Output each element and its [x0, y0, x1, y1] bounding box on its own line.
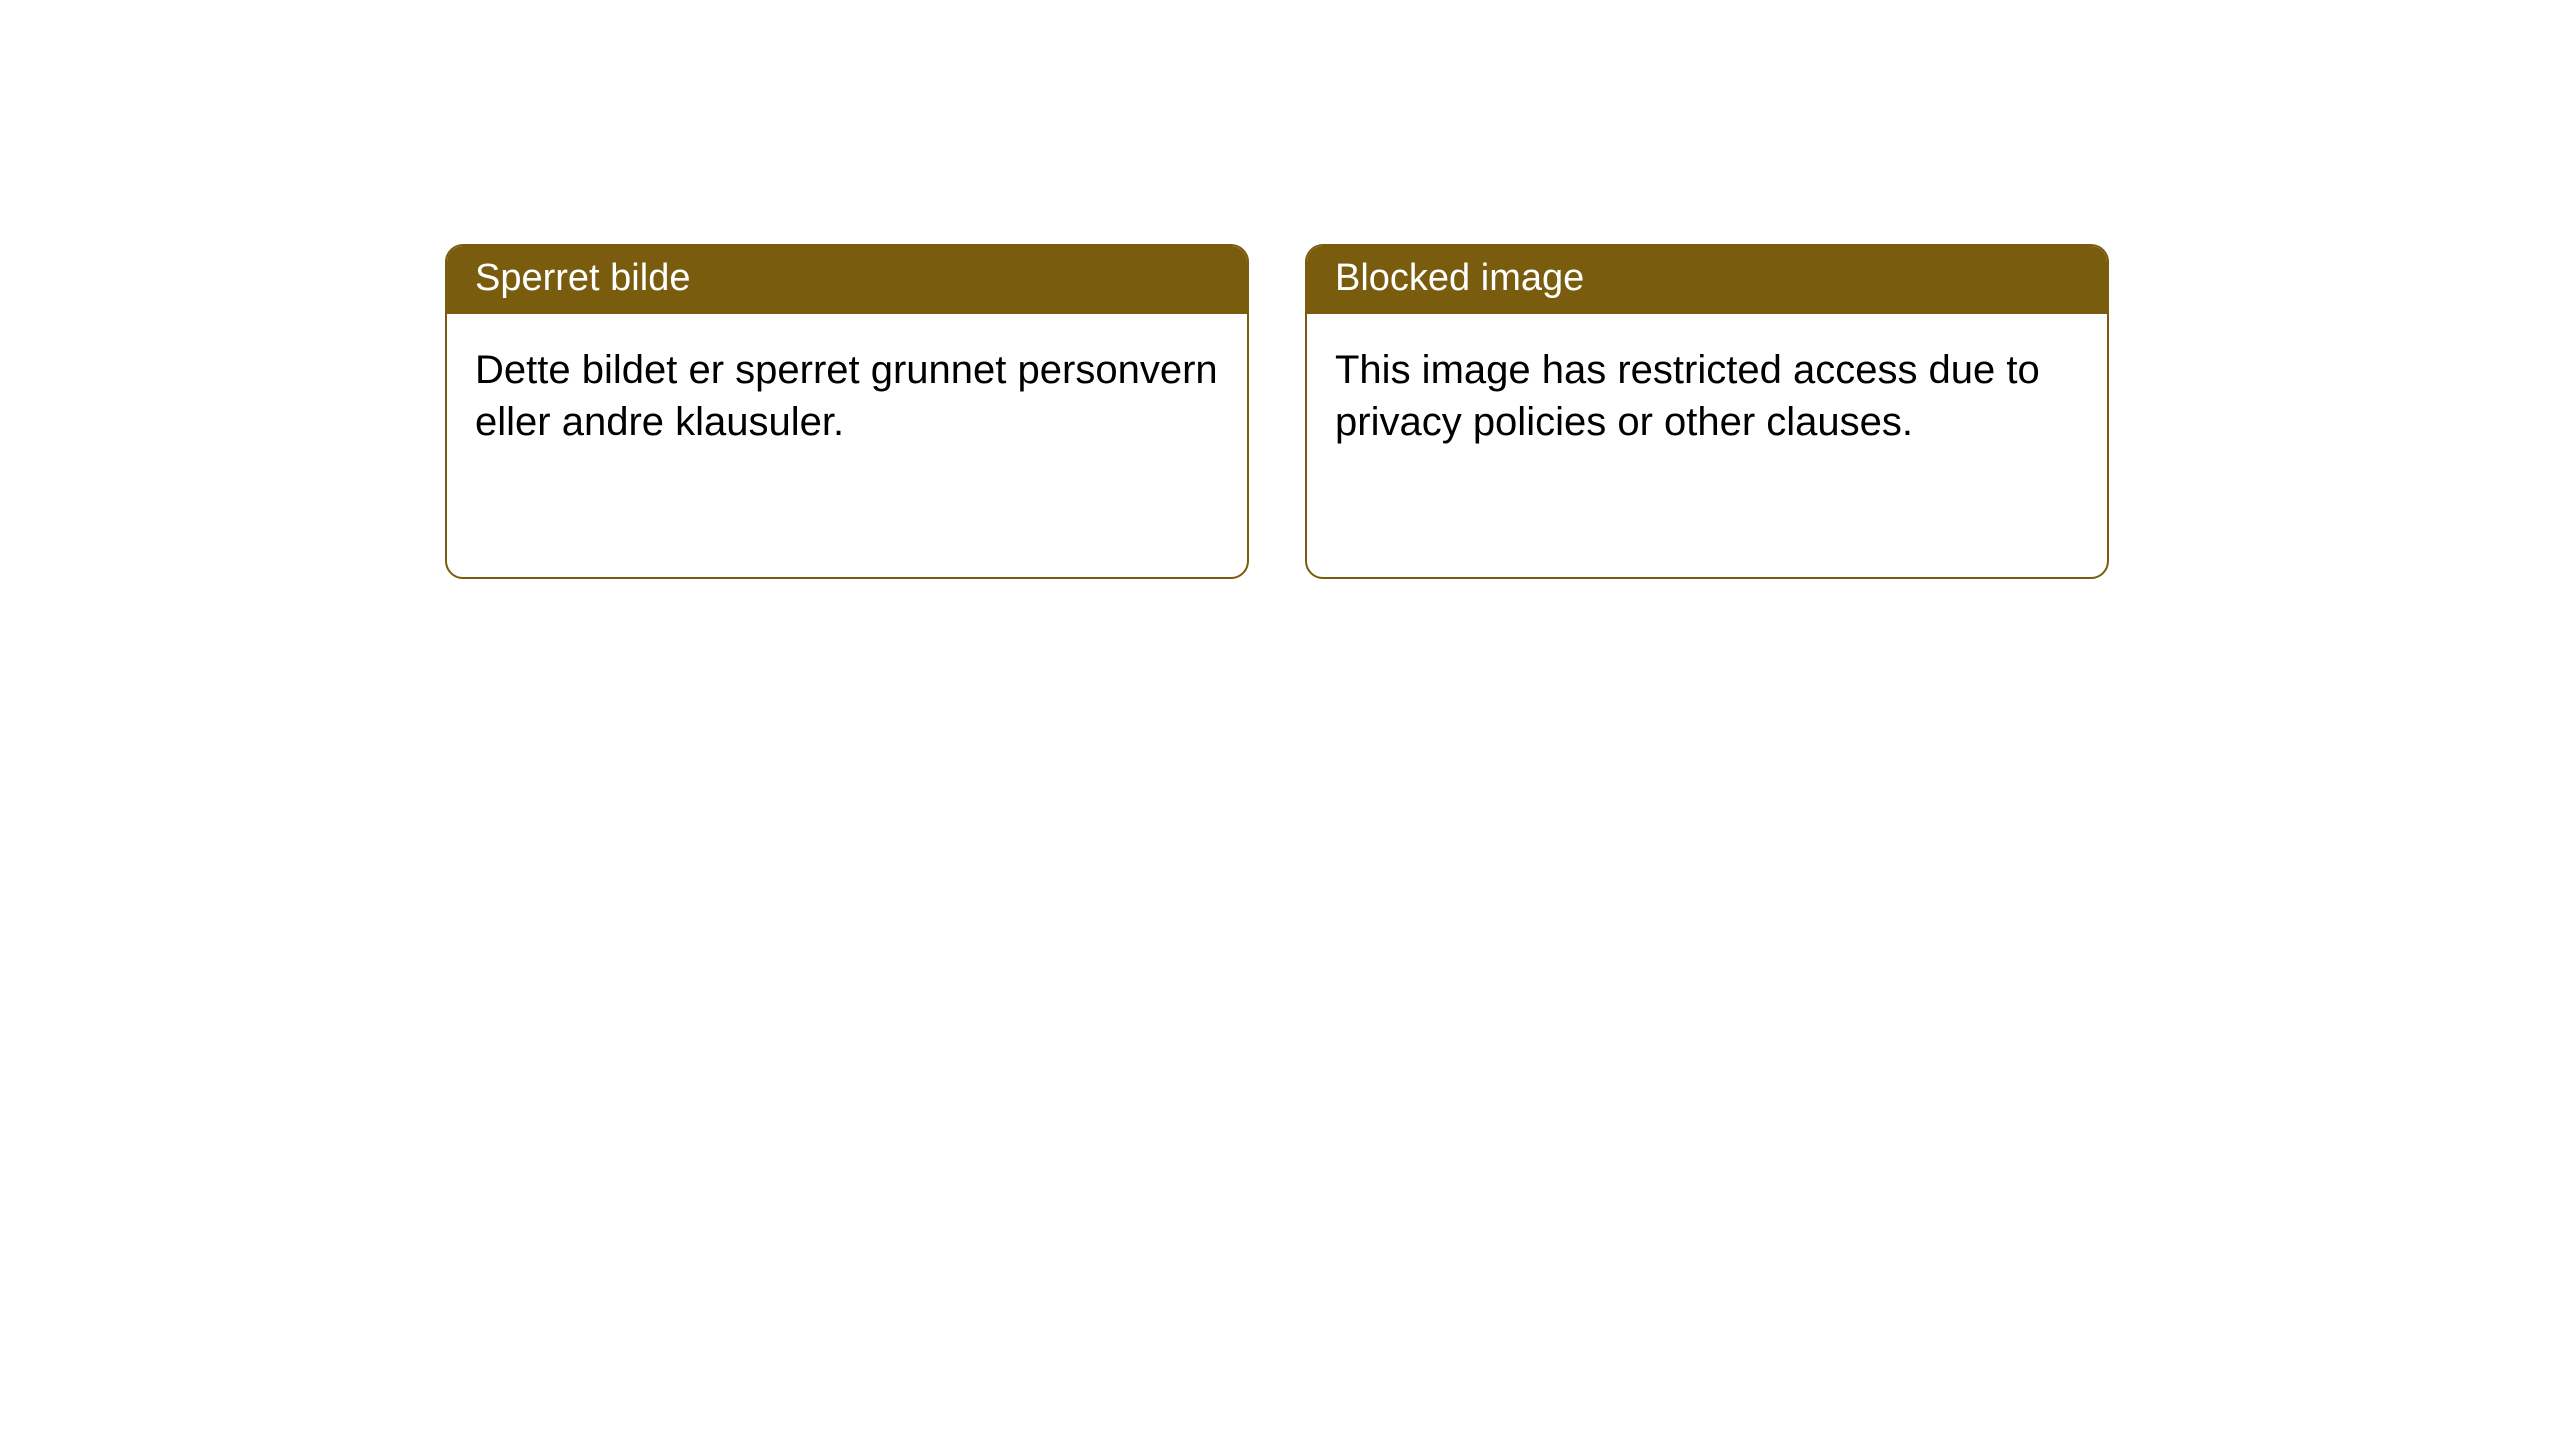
card-body: Dette bildet er sperret grunnet personve… — [447, 314, 1247, 478]
card-message: This image has restricted access due to … — [1335, 348, 2040, 444]
card-header: Blocked image — [1307, 246, 2107, 314]
notice-card-english: Blocked image This image has restricted … — [1305, 244, 2109, 579]
card-message: Dette bildet er sperret grunnet personve… — [475, 348, 1218, 444]
notice-card-norwegian: Sperret bilde Dette bildet er sperret gr… — [445, 244, 1249, 579]
notice-container: Sperret bilde Dette bildet er sperret gr… — [0, 0, 2560, 579]
card-title: Blocked image — [1335, 257, 1584, 299]
card-header: Sperret bilde — [447, 246, 1247, 314]
card-body: This image has restricted access due to … — [1307, 314, 2107, 478]
card-title: Sperret bilde — [475, 257, 690, 299]
